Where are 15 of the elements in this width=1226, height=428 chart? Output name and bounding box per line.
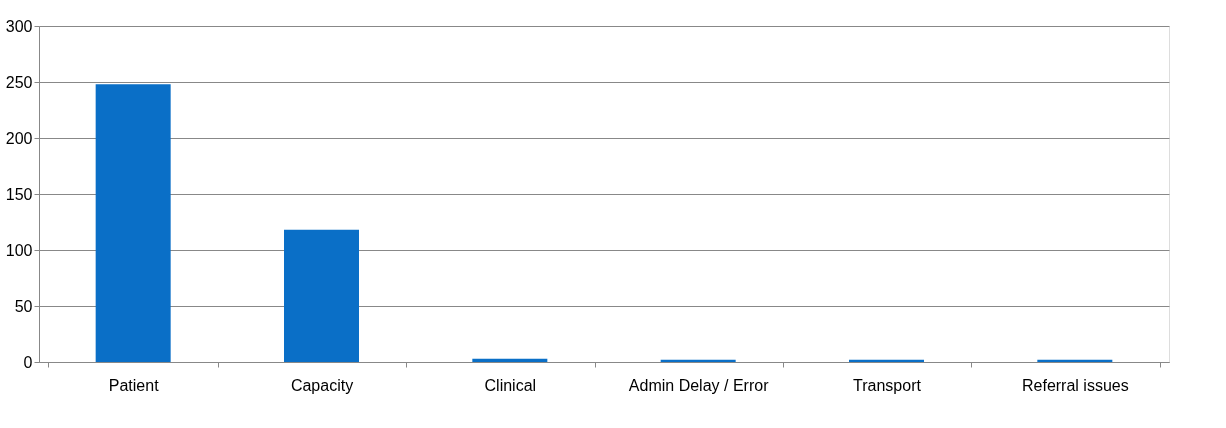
x-tick-label: Referral issues — [1021, 376, 1129, 394]
x-tick-label: Clinical — [484, 376, 537, 394]
y-tick-label: 50 — [14, 297, 33, 315]
x-tick-label: Patient — [108, 376, 160, 394]
bar — [284, 229, 359, 362]
y-tick-label: 150 — [5, 185, 33, 203]
y-tick-label: 300 — [5, 17, 33, 35]
y-tick-label: 250 — [5, 73, 33, 91]
x-tick-label: Admin Delay / Error — [628, 376, 770, 394]
y-tick-label: 0 — [23, 353, 33, 371]
y-tick-label: 100 — [5, 241, 33, 259]
x-tick-label: Capacity — [290, 376, 354, 394]
y-tick-label: 200 — [5, 129, 33, 147]
bar — [95, 84, 171, 362]
x-tick-label: Transport — [853, 376, 922, 394]
